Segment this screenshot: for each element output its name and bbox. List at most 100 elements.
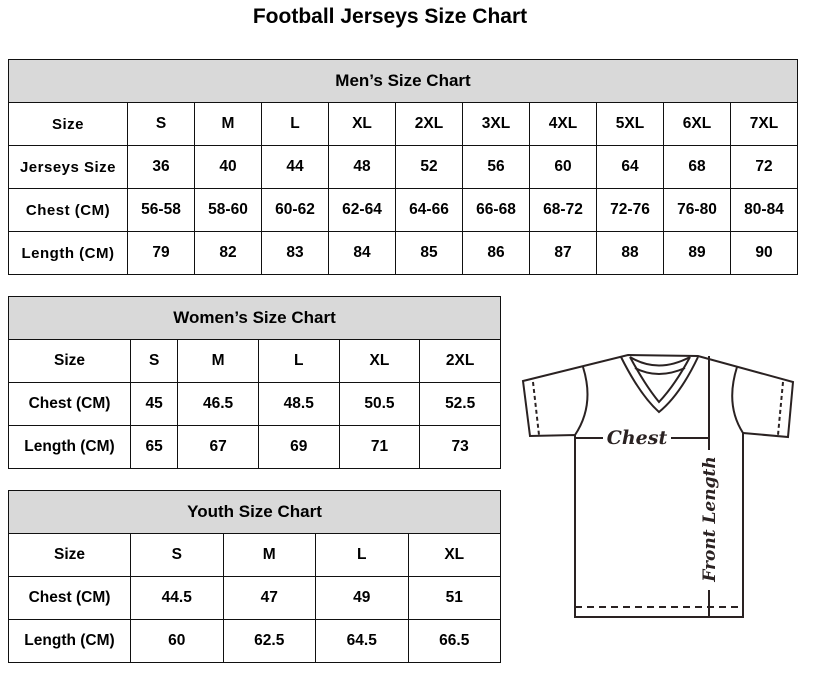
table-cell: 6XL <box>663 102 731 146</box>
table-cell: 48.5 <box>257 382 340 426</box>
left-sleeve-seam <box>574 366 589 436</box>
table-row: Length (CM) 65 67 69 71 73 <box>8 425 501 469</box>
row-label: Chest (CM) <box>8 188 128 232</box>
collar-band <box>629 356 691 367</box>
table-cell: 89 <box>663 231 731 275</box>
table-cell: 76-80 <box>663 188 731 232</box>
table-cell: 64.5 <box>315 619 409 663</box>
table-cell: 47 <box>222 576 316 620</box>
table-cell: S <box>127 102 195 146</box>
table-row: Chest (CM) 44.5 47 49 51 <box>8 576 501 620</box>
table-cell: 66.5 <box>407 619 501 663</box>
table-cell: 66-68 <box>462 188 530 232</box>
row-label: Jerseys Size <box>8 145 128 189</box>
men-table-title: Men’s Size Chart <box>8 59 798 103</box>
row-label: Chest (CM) <box>8 382 131 426</box>
table-cell: M <box>194 102 262 146</box>
table-cell: 72 <box>730 145 798 189</box>
mens-size-table: Men’s Size Chart Size S M L XL 2XL 3XL 4XL 5XL 6XL… <box>8 59 798 275</box>
table-cell: 72-76 <box>596 188 664 232</box>
row-label: Length (CM) <box>8 425 131 469</box>
table-cell: 79 <box>127 231 195 275</box>
table-cell: 48 <box>328 145 396 189</box>
right-sleeve-seam <box>731 366 744 434</box>
row-label: Size <box>8 533 131 577</box>
youth-size-table: Youth Size Chart Size S M L XL Chest (CM) 44.5 4… <box>8 490 501 663</box>
right-sleeve-hem <box>777 381 784 436</box>
table-cell: 60-62 <box>261 188 329 232</box>
row-label: Size <box>8 339 131 383</box>
table-cell: 40 <box>194 145 262 189</box>
table-cell: 2XL <box>419 339 501 383</box>
women-table-title: Women’s Size Chart <box>8 296 501 340</box>
front-length-label: Front Length <box>700 456 720 582</box>
table-cell: 90 <box>730 231 798 275</box>
table-cell: XL <box>338 339 421 383</box>
table-cell: 49 <box>315 576 409 620</box>
table-cell: 7XL <box>730 102 798 146</box>
table-cell: 65 <box>129 425 179 469</box>
table-cell: 87 <box>529 231 597 275</box>
table-cell: 64-66 <box>395 188 463 232</box>
table-cell: 88 <box>596 231 664 275</box>
table-cell: 62.5 <box>222 619 316 663</box>
table-row: Length (CM) 79 82 83 84 85 86 87 88 89 90 <box>8 231 798 275</box>
row-label: Length (CM) <box>8 231 128 275</box>
table-cell: 68 <box>663 145 731 189</box>
table-cell: XL <box>407 533 501 577</box>
table-cell: 52.5 <box>419 382 501 426</box>
table-cell: 83 <box>261 231 329 275</box>
table-cell: 82 <box>194 231 262 275</box>
table-cell: 2XL <box>395 102 463 146</box>
table-row: Jerseys Size 36 40 44 48 52 56 60 64 68 72 <box>8 145 798 189</box>
neck-outer <box>620 356 699 414</box>
table-cell: L <box>257 339 340 383</box>
table-cell: 45 <box>129 382 179 426</box>
page-title: Football Jerseys Size Chart <box>252 5 528 28</box>
table-cell: 69 <box>257 425 340 469</box>
collar-band-inner <box>634 367 686 375</box>
table-cell: 84 <box>328 231 396 275</box>
table-cell: XL <box>328 102 396 146</box>
table-cell: 71 <box>338 425 421 469</box>
table-cell: 44 <box>261 145 329 189</box>
table-cell: 4XL <box>529 102 597 146</box>
table-cell: 80-84 <box>730 188 798 232</box>
table-row: Length (CM) 60 62.5 64.5 66.5 <box>8 619 501 663</box>
table-cell: 85 <box>395 231 463 275</box>
table-cell: 46.5 <box>177 382 259 426</box>
table-cell: 50.5 <box>338 382 421 426</box>
table-cell: 5XL <box>596 102 664 146</box>
table-cell: M <box>222 533 316 577</box>
table-cell: L <box>315 533 409 577</box>
table-cell: 52 <box>395 145 463 189</box>
table-row: Chest (CM) 56-58 58-60 60-62 62-64 64-66 66-68… <box>8 188 798 232</box>
row-label: Length (CM) <box>8 619 131 663</box>
table-cell: 62-64 <box>328 188 396 232</box>
table-cell: 44.5 <box>130 576 224 620</box>
table-row: Size S M L XL 2XL 3XL 4XL 5XL 6XL 7XL <box>8 102 798 146</box>
neck-inner <box>629 356 691 404</box>
table-cell: 64 <box>596 145 664 189</box>
table-cell: S <box>129 339 179 383</box>
table-cell: 58-60 <box>194 188 262 232</box>
table-cell: 67 <box>177 425 259 469</box>
table-row: Size S M L XL <box>8 533 501 577</box>
row-label: Chest (CM) <box>8 576 131 620</box>
table-cell: 60 <box>130 619 224 663</box>
chest-label: Chest <box>607 427 668 449</box>
table-cell: 73 <box>419 425 501 469</box>
table-cell: 36 <box>127 145 195 189</box>
table-cell: 86 <box>462 231 530 275</box>
table-row: Chest (CM) 45 46.5 48.5 50.5 52.5 <box>8 382 501 426</box>
table-cell: L <box>261 102 329 146</box>
table-cell: 56 <box>462 145 530 189</box>
jersey-diagram: Chest Front Length <box>521 353 795 618</box>
table-cell: S <box>130 533 224 577</box>
table-row: Size S M L XL 2XL <box>8 339 501 383</box>
jersey-outline <box>521 353 795 618</box>
youth-table-title: Youth Size Chart <box>8 490 501 534</box>
table-cell: 68-72 <box>529 188 597 232</box>
table-cell: 3XL <box>462 102 530 146</box>
table-cell: 60 <box>529 145 597 189</box>
